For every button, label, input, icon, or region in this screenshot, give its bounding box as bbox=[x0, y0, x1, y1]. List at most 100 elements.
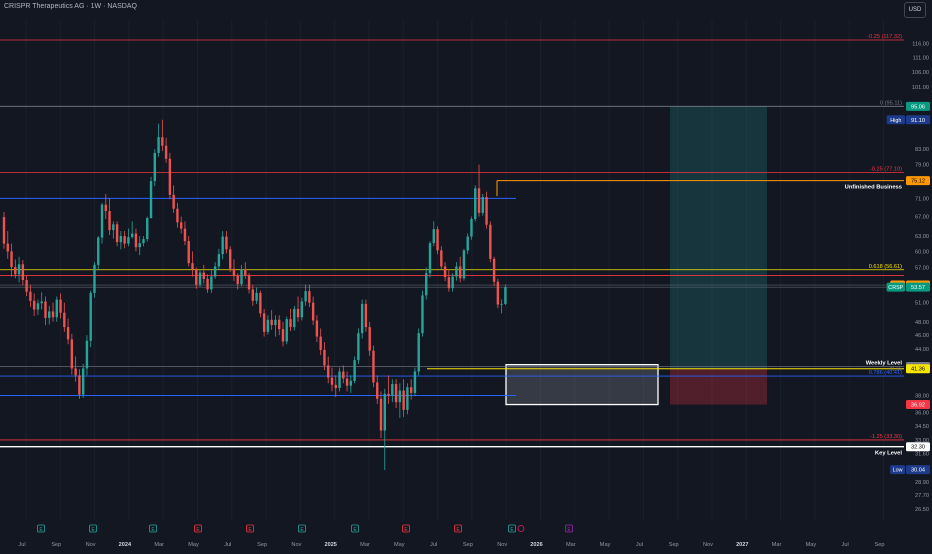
price-tag-box bbox=[906, 101, 930, 111]
candle bbox=[164, 137, 168, 163]
candle bbox=[428, 241, 432, 278]
price-axis-tick: 36.00 bbox=[915, 411, 929, 417]
candle bbox=[63, 302, 66, 332]
candle bbox=[236, 273, 239, 290]
candle-body bbox=[296, 308, 300, 318]
candle bbox=[266, 315, 270, 335]
candle-body bbox=[353, 360, 356, 381]
weekly-level-label: Weekly Level bbox=[866, 361, 903, 367]
long-position-profit-zone bbox=[670, 106, 767, 369]
candle bbox=[440, 246, 443, 270]
candle-body bbox=[198, 272, 202, 285]
candle-body bbox=[274, 319, 277, 326]
candle-body bbox=[217, 254, 221, 267]
candle-body bbox=[481, 197, 484, 213]
candle bbox=[81, 363, 85, 398]
candle bbox=[157, 123, 160, 157]
price-tag: 75.12 bbox=[906, 176, 930, 186]
candle bbox=[289, 308, 292, 332]
candle bbox=[55, 296, 58, 322]
candle bbox=[500, 299, 503, 314]
candle bbox=[187, 236, 190, 267]
earnings-event-marker bbox=[194, 524, 202, 533]
candle-body bbox=[349, 380, 353, 386]
candle-body bbox=[391, 384, 394, 396]
candle bbox=[409, 379, 413, 400]
currency-button[interactable]: USD bbox=[904, 2, 926, 18]
candle-body bbox=[59, 299, 62, 313]
candle-body bbox=[451, 276, 454, 289]
candle bbox=[93, 262, 96, 298]
candle-body bbox=[319, 336, 322, 350]
price-axis-tick: 51.00 bbox=[915, 301, 929, 307]
candle-body bbox=[372, 350, 375, 383]
candle-body bbox=[127, 237, 130, 244]
time-axis-tick: Jul bbox=[18, 542, 25, 548]
candle-body bbox=[48, 311, 51, 318]
candle bbox=[398, 383, 402, 418]
earnings-event-marker bbox=[565, 524, 573, 533]
candle-body bbox=[210, 276, 213, 290]
candle bbox=[315, 315, 319, 343]
candle-body bbox=[504, 287, 507, 304]
candle bbox=[206, 274, 209, 293]
candle bbox=[217, 248, 221, 270]
candle-body bbox=[97, 237, 100, 265]
candle-body bbox=[187, 241, 190, 264]
candle bbox=[89, 290, 92, 348]
candle-body bbox=[315, 320, 319, 337]
symbol-title: CRISPR Therapeutics AG · 1W · NASDAQ bbox=[4, 3, 137, 10]
price-axis-tick: 111.00 bbox=[913, 55, 929, 61]
candle bbox=[489, 221, 492, 263]
candle bbox=[138, 236, 141, 256]
candle bbox=[251, 284, 255, 306]
candle-body bbox=[289, 319, 292, 328]
candle bbox=[285, 316, 288, 345]
candle bbox=[130, 221, 134, 239]
price-tag-value: 32.30 bbox=[911, 445, 925, 451]
price-tag-value: 91.10 bbox=[911, 118, 925, 124]
candle bbox=[202, 264, 206, 284]
time-axis-tick: Nov bbox=[291, 542, 301, 548]
candle-body bbox=[202, 272, 206, 279]
earnings-event-marker bbox=[351, 524, 359, 533]
candle bbox=[402, 379, 405, 417]
candle-body bbox=[2, 217, 6, 244]
candle bbox=[481, 193, 484, 216]
candle-body bbox=[357, 333, 360, 361]
price-axis-tick: 101.00 bbox=[912, 85, 929, 91]
price-tag: 32.30 bbox=[906, 442, 930, 452]
candle bbox=[443, 262, 447, 282]
candle-body bbox=[191, 263, 194, 270]
candle bbox=[319, 328, 322, 356]
time-axis-tick: May bbox=[188, 542, 199, 548]
demand-zone-box bbox=[505, 363, 659, 406]
candle bbox=[153, 149, 156, 187]
candle-body bbox=[6, 243, 9, 252]
time-axis-tick: Nov bbox=[703, 542, 713, 548]
earnings-event-marker bbox=[89, 524, 97, 533]
candle-body bbox=[108, 211, 111, 231]
candle-body bbox=[462, 250, 466, 279]
candle bbox=[66, 318, 70, 345]
earnings-event-marker bbox=[508, 524, 516, 533]
candle-body bbox=[406, 387, 409, 410]
candle-body bbox=[168, 158, 172, 195]
candle-body bbox=[93, 264, 96, 293]
candle bbox=[146, 216, 149, 242]
time-axis-tick: Sep bbox=[875, 542, 885, 548]
candle-body bbox=[500, 303, 503, 305]
earnings-event-letter: E bbox=[91, 527, 95, 533]
price-tag: 91.10 High bbox=[886, 115, 930, 125]
candle bbox=[127, 228, 130, 247]
price-tag-value: 41.36 bbox=[911, 367, 925, 373]
candle-body bbox=[443, 266, 447, 278]
candle-body bbox=[153, 152, 156, 182]
price-tag: 41.36 bbox=[906, 364, 930, 374]
candle-body bbox=[229, 249, 232, 269]
candle-body bbox=[32, 300, 36, 310]
price-tag-label: High bbox=[890, 118, 901, 124]
price-axis-tick: 34.50 bbox=[915, 424, 929, 430]
